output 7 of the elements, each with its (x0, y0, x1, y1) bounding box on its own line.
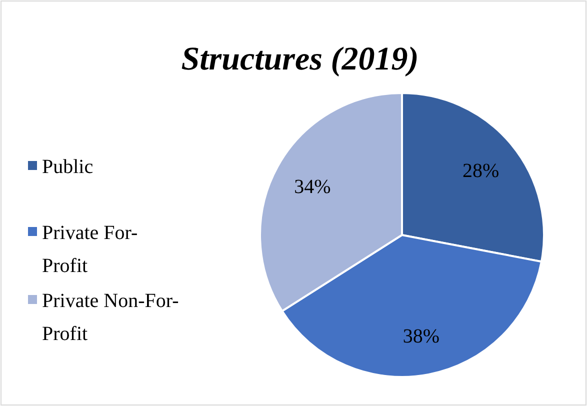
legend-label: Public (42, 156, 94, 178)
data-label: 28% (462, 160, 500, 182)
legend-label: Private For-Profit (42, 222, 138, 277)
data-label: 38% (402, 325, 440, 348)
chart-title: Structures (2019) (181, 42, 419, 78)
data-label: 34% (294, 176, 331, 198)
legend-label: Private Non-For-Profit (42, 290, 179, 345)
